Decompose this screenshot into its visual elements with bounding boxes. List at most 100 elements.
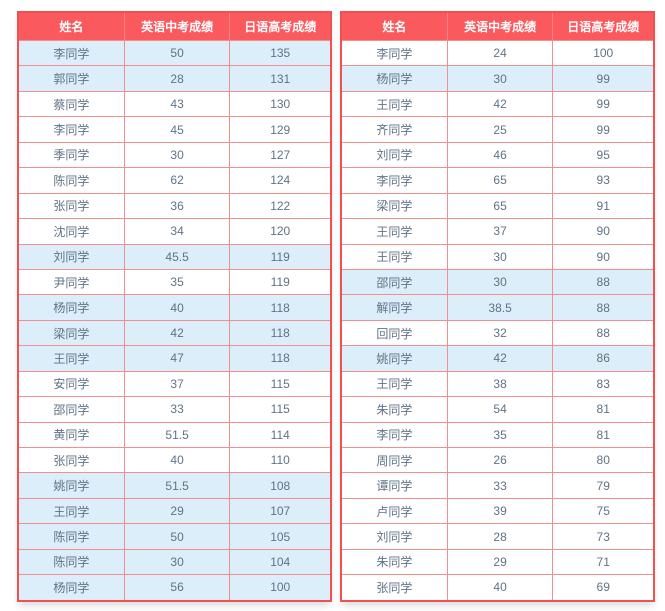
table-cell-name: 杨同学 [19, 295, 125, 320]
table-row: 张同学 36 122 [19, 192, 330, 219]
table-row: 陈同学 30 104 [19, 548, 330, 575]
table-cell-english-score: 34 [125, 219, 231, 244]
table-cell-name: 尹同学 [19, 269, 125, 295]
table-cell-japanese-score: 118 [270, 326, 290, 341]
table-row: 沈同学 34 120 [19, 218, 330, 244]
table-cell-japanese-score: 88 [596, 300, 610, 315]
table-cell-japanese-score: 75 [596, 504, 610, 519]
table-cell-english-score: 37 [448, 219, 554, 244]
table-row: 陈同学 50 105 [19, 523, 330, 549]
table-row: 尹同学 35 119 [19, 268, 330, 295]
table-cell-english-score: 32 [448, 320, 554, 346]
table-cell-name: 杨同学 [19, 575, 125, 600]
table-cell-japanese-score: 88 [596, 275, 610, 290]
column-header: 姓名 [342, 13, 448, 40]
table-cell-japanese-score: 120 [270, 224, 291, 239]
table-row: 张同学 40 69 [342, 574, 653, 600]
table-cell-japanese-score: 129 [270, 122, 291, 137]
table-cell-name: 刘同学 [342, 524, 448, 549]
table-row: 姚同学 42 86 [342, 345, 653, 371]
table-cell-english-score: 40 [125, 295, 231, 320]
table-row: 王同学 30 90 [342, 243, 653, 269]
table-cell-name: 陈同学 [19, 168, 125, 193]
table-cell-japanese-score: 88 [596, 326, 610, 341]
table-cell-english-score: 36 [125, 193, 231, 219]
table-cell-japanese-score: 127 [270, 147, 291, 162]
table-cell-name: 李同学 [19, 117, 125, 142]
table-cell-english-score: 62 [125, 168, 231, 193]
table-cell-name: 陈同学 [19, 549, 125, 575]
table-cell-japanese-score: 91 [596, 198, 610, 213]
table-cell-name: 李同学 [19, 41, 125, 66]
table-cell-japanese-score: 104 [270, 554, 291, 569]
table-cell-japanese-score: 124 [270, 173, 291, 188]
column-header: 姓名 [19, 13, 125, 40]
table-row: 郭同学 28 131 [19, 65, 330, 91]
left-score-table: 姓名 英语中考成绩 日语高考成绩 李同学 50 135 郭同学 28 131 蔡同学 43 130 李同… [17, 11, 332, 602]
table-cell-english-score: 50 [125, 524, 231, 549]
table-cell-english-score: 30 [448, 66, 554, 91]
table-row: 回同学 32 88 [342, 319, 653, 346]
table-row: 王同学 38 83 [342, 370, 653, 397]
table-cell-name: 黄同学 [19, 422, 125, 447]
table-cell-japanese-score: 115 [270, 402, 290, 417]
table-row: 李同学 65 93 [342, 167, 653, 193]
table-cell-name: 王同学 [342, 244, 448, 269]
table-cell-name: 王同学 [19, 346, 125, 371]
table-cell-english-score: 39 [448, 498, 554, 524]
score-tables-container: 姓名 英语中考成绩 日语高考成绩 李同学 50 135 郭同学 28 131 蔡同学 43 130 李同… [17, 11, 655, 602]
table-row: 周同学 26 80 [342, 447, 653, 473]
table-cell-japanese-score: 69 [596, 580, 610, 595]
table-row: 李同学 45 129 [19, 116, 330, 142]
table-cell-english-score: 65 [448, 193, 554, 219]
table-row: 齐同学 25 99 [342, 116, 653, 142]
table-cell-name: 邵同学 [19, 397, 125, 422]
table-cell-english-score: 42 [125, 320, 231, 346]
table-cell-name: 姚同学 [342, 346, 448, 371]
table-cell-name: 安同学 [19, 371, 125, 397]
table-cell-name: 姚同学 [19, 473, 125, 498]
table-row: 朱同学 29 71 [342, 548, 653, 575]
table-row: 王同学 42 99 [342, 90, 653, 117]
table-cell-english-score: 30 [125, 549, 231, 575]
table-cell-japanese-score: 99 [596, 122, 610, 137]
table-cell-english-score: 42 [448, 91, 554, 117]
table-cell-name: 卢同学 [342, 498, 448, 524]
table-cell-japanese-score: 119 [270, 249, 290, 264]
table-cell-english-score: 40 [125, 448, 231, 473]
right-score-table: 姓名 英语中考成绩 日语高考成绩 李同学 24 100 杨同学 30 99 王同学 42 99 齐同学 2… [340, 11, 655, 602]
table-row: 季同学 30 127 [19, 141, 330, 168]
table-row: 解同学 38.5 88 [342, 294, 653, 320]
table-cell-english-score: 51.5 [125, 422, 231, 447]
table-cell-name: 王同学 [19, 498, 125, 524]
table-cell-name: 周同学 [342, 448, 448, 473]
column-header: 日语高考成绩 [244, 20, 317, 34]
table-cell-name: 齐同学 [342, 117, 448, 142]
table-header-row: 姓名 英语中考成绩 日语高考成绩 [19, 13, 330, 40]
table-row: 刘同学 28 73 [342, 523, 653, 549]
table-cell-japanese-score: 110 [270, 453, 290, 468]
table-row: 邵同学 33 115 [19, 396, 330, 422]
table-row: 李同学 35 81 [342, 421, 653, 447]
table-cell-name: 季同学 [19, 142, 125, 168]
table-cell-japanese-score: 114 [270, 427, 290, 442]
table-cell-japanese-score: 130 [270, 97, 291, 112]
table-cell-japanese-score: 108 [270, 478, 291, 493]
table-cell-name: 李同学 [342, 41, 448, 66]
table-cell-english-score: 38 [448, 371, 554, 397]
table-cell-name: 朱同学 [342, 549, 448, 575]
table-cell-name: 王同学 [342, 219, 448, 244]
table-row: 王同学 47 118 [19, 345, 330, 371]
table-cell-japanese-score: 131 [270, 71, 291, 86]
table-cell-name: 李同学 [342, 422, 448, 447]
table-cell-name: 邵同学 [342, 269, 448, 295]
column-header: 英语中考成绩 [448, 13, 554, 40]
table-cell-japanese-score: 99 [596, 97, 610, 112]
table-cell-japanese-score: 93 [596, 173, 610, 188]
table-cell-english-score: 38.5 [448, 295, 554, 320]
table-cell-japanese-score: 86 [596, 351, 610, 366]
table-row: 梁同学 65 91 [342, 192, 653, 219]
table-cell-english-score: 25 [448, 117, 554, 142]
table-row: 杨同学 40 118 [19, 294, 330, 320]
table-row: 黄同学 51.5 114 [19, 421, 330, 447]
